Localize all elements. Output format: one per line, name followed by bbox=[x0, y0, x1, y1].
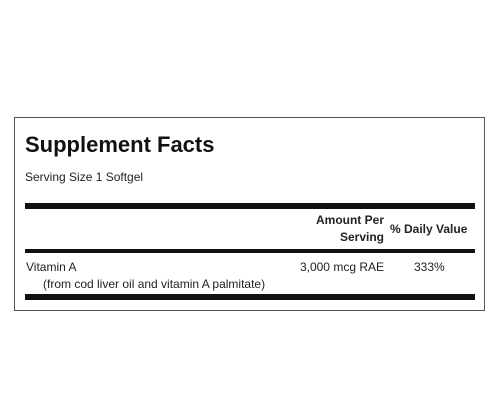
divider bbox=[25, 203, 475, 209]
serving-size: Serving Size 1 Softgel bbox=[25, 170, 144, 184]
divider bbox=[25, 294, 475, 300]
column-header: Amount Per Serving bbox=[315, 213, 384, 244]
supplement-facts-panel: Supplement Facts Serving Size 1 Softgel … bbox=[14, 117, 485, 311]
daily-value: 333% bbox=[414, 260, 445, 274]
nutrient-amount: 3,000 mcg RAE bbox=[299, 260, 384, 274]
divider bbox=[25, 249, 475, 253]
nutrient-note: (from cod liver oil and vitamin A palmit… bbox=[43, 277, 266, 291]
nutrient-name: Vitamin A bbox=[26, 260, 77, 274]
title: Supplement Facts bbox=[25, 132, 215, 157]
column-header: % Daily Value bbox=[390, 222, 468, 236]
